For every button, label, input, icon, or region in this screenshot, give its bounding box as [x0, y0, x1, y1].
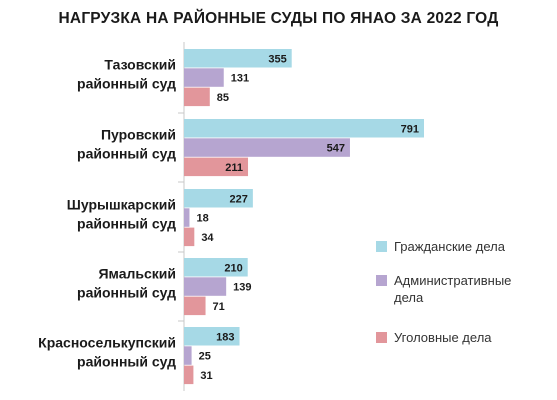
bar-гражданские-дела-1	[184, 49, 292, 68]
bar-гражданские-дела-2	[184, 119, 424, 138]
bar-административные-дела-4	[184, 277, 227, 296]
value-label-s3-c2: 211	[225, 162, 243, 174]
bar-уголовные-дела-2	[184, 157, 249, 177]
bar-административные-дела-3	[184, 208, 190, 227]
category-label-3: Шурышкарский районный суд	[67, 197, 176, 232]
value-label-s3-c5: 31	[200, 370, 212, 382]
value-label-s3-c4: 71	[213, 301, 225, 313]
value-label-s3-c1: 85	[217, 92, 229, 104]
bar-административные-дела-5	[184, 346, 192, 365]
bar-уголовные-дела-5	[184, 365, 194, 385]
legend-swatch-2	[376, 275, 387, 286]
value-label-s1-c5: 183	[216, 331, 234, 343]
value-label-s2-c5: 25	[199, 351, 211, 363]
legend-label-1: Гражданские дела	[394, 239, 506, 254]
bar-уголовные-дела-1	[184, 87, 210, 107]
legend-swatch-3	[376, 332, 387, 343]
category-label-5: Красноселькупский районный суд	[38, 335, 176, 370]
value-label-s2-c2: 547	[327, 143, 345, 155]
bar-административные-дела-1	[184, 68, 224, 87]
value-label-s1-c3: 227	[230, 193, 248, 205]
legend-swatch-1	[376, 241, 387, 252]
category-label-4: Ямальский районный суд	[77, 266, 176, 301]
value-label-s1-c4: 210	[224, 262, 242, 274]
bar-гражданские-дела-4	[184, 258, 248, 277]
value-label-s2-c4: 139	[233, 282, 251, 294]
category-label-1: Тазовский районный суд	[77, 57, 176, 92]
value-label-s2-c3: 18	[196, 213, 208, 225]
value-label-s1-c1: 355	[268, 53, 286, 65]
bar-уголовные-дела-3	[184, 227, 195, 247]
value-label-s1-c2: 791	[401, 123, 419, 135]
value-label-s2-c1: 131	[231, 73, 249, 85]
legend-label-3: Уголовные дела	[394, 330, 492, 345]
value-label-s3-c3: 34	[201, 232, 214, 244]
bar-гражданские-дела-5	[184, 327, 240, 346]
bar-административные-дела-2	[184, 138, 350, 157]
bar-уголовные-дела-4	[184, 296, 206, 316]
chart-title: НАГРУЗКА НА РАЙОННЫЕ СУДЫ ПО ЯНАО ЗА 202…	[58, 10, 499, 27]
category-label-2: Пуровский районный суд	[77, 127, 176, 162]
bar-гражданские-дела-3	[184, 189, 253, 208]
legend-label-2: Административные дела	[394, 273, 511, 305]
